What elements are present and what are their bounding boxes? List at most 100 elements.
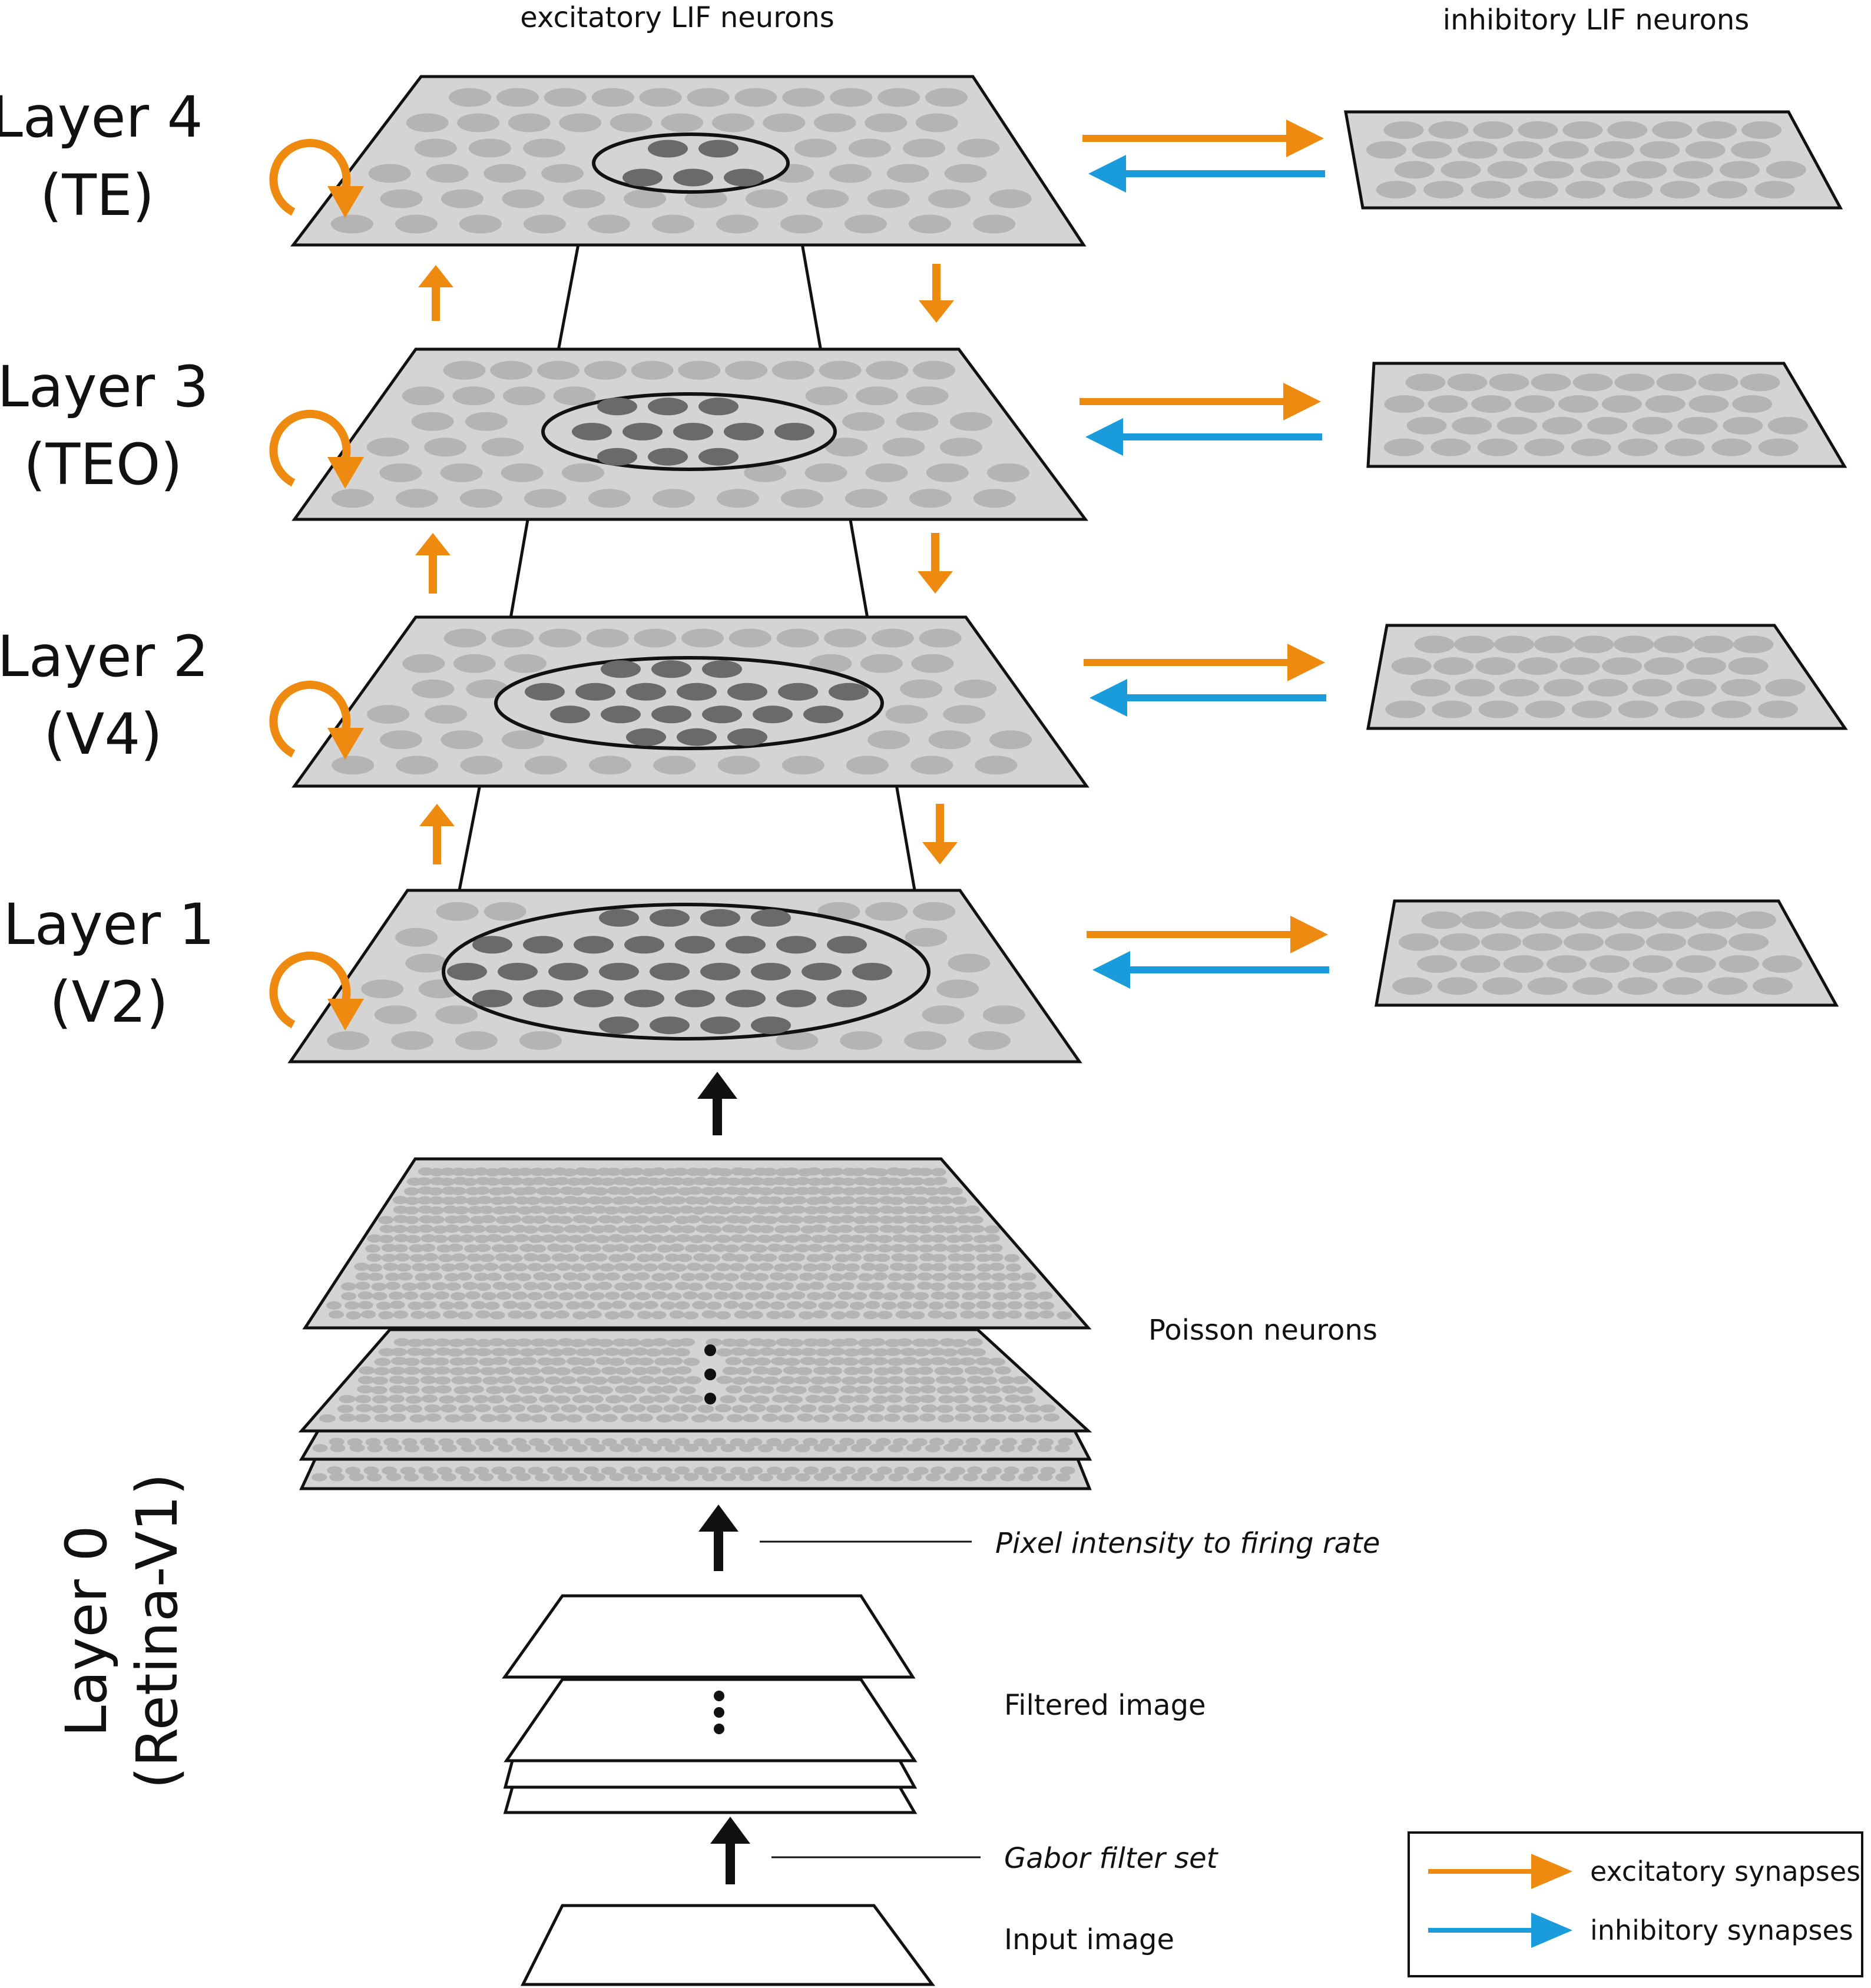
poisson-neuron — [796, 1283, 812, 1291]
input-to-filtered-arrow — [710, 1817, 750, 1884]
neuron — [396, 756, 439, 775]
poisson-neuron — [872, 1272, 888, 1281]
poisson-neuron — [1039, 1301, 1055, 1310]
poisson-neuron — [504, 1347, 521, 1356]
neuron — [584, 360, 627, 380]
poisson-neuron — [759, 1225, 774, 1234]
poisson-neuron — [987, 1244, 1003, 1253]
poisson-neuron — [905, 1244, 920, 1253]
poisson-neuron — [973, 1414, 989, 1423]
neuron — [865, 902, 908, 921]
poisson-neuron — [892, 1234, 908, 1242]
poisson-neuron — [584, 1168, 600, 1177]
poisson-neuron — [559, 1376, 577, 1384]
poisson-neuron — [453, 1386, 471, 1394]
poisson-neuron — [779, 1206, 794, 1215]
poisson-neuron — [835, 1254, 850, 1263]
poisson-neuron — [1021, 1272, 1036, 1281]
poisson-neuron — [818, 1301, 834, 1310]
poisson-neuron — [882, 1292, 898, 1301]
poisson-neuron — [883, 1413, 900, 1422]
neuron — [745, 189, 788, 208]
active-neuron — [472, 989, 512, 1008]
poisson-neuron — [604, 1291, 620, 1300]
poisson-neuron — [815, 1348, 832, 1357]
neuron — [391, 1031, 434, 1051]
poisson-neuron — [715, 1177, 731, 1185]
poisson-neuron — [934, 1367, 951, 1376]
poisson-neuron — [974, 1311, 990, 1320]
poisson-neuron — [808, 1385, 825, 1394]
neuron — [846, 756, 889, 775]
active-neuron — [778, 682, 818, 701]
poisson-neuron — [663, 1404, 680, 1413]
poisson-neuron — [744, 1292, 760, 1300]
poisson-neuron — [646, 1443, 662, 1452]
poisson-neuron — [674, 1281, 690, 1290]
poisson-neuron — [481, 1292, 497, 1300]
inhibitory-arrowhead — [1090, 679, 1127, 717]
neuron — [986, 463, 1029, 482]
poisson-neuron — [794, 1376, 811, 1384]
poisson-neuron — [620, 1291, 636, 1300]
inhibitory-neuron — [1753, 977, 1793, 995]
poisson-neuron — [371, 1404, 388, 1413]
input-image-plane — [520, 1904, 935, 1986]
poisson-neuron — [578, 1357, 595, 1366]
poisson-neuron — [612, 1404, 628, 1413]
poisson-neuron — [614, 1367, 631, 1375]
poisson-neuron — [754, 1206, 770, 1215]
poisson-neuron — [420, 1376, 437, 1384]
poisson-neuron — [937, 1196, 953, 1205]
poisson-neuron — [806, 1167, 822, 1176]
active-neuron — [751, 1016, 791, 1035]
layer3-inhibitory-plane — [1366, 362, 1847, 468]
poisson-neuron — [716, 1263, 731, 1271]
poisson-neuron — [803, 1437, 819, 1446]
poisson-neuron — [888, 1273, 903, 1281]
poisson-neuron — [545, 1376, 562, 1385]
neuron — [928, 730, 971, 750]
neuron — [989, 189, 1032, 208]
neuron — [468, 138, 511, 158]
active-neuron — [677, 682, 717, 701]
poisson-neuron — [531, 1414, 548, 1423]
poisson-neuron — [723, 1300, 739, 1309]
poisson-neuron — [766, 1438, 782, 1446]
active-neuron — [753, 705, 793, 724]
poisson-to-layer1-arrow-head — [697, 1072, 737, 1099]
inhibitory-neuron — [1562, 121, 1603, 139]
poisson-neuron — [385, 1273, 400, 1281]
neuron — [871, 628, 914, 648]
poisson-neuron — [441, 1473, 456, 1482]
poisson-neuron — [554, 1395, 571, 1404]
poisson-neuron — [771, 1394, 789, 1403]
neuron — [840, 1031, 883, 1051]
poisson-neuron — [968, 1215, 983, 1224]
poisson-neuron — [547, 1243, 562, 1252]
poisson-neuron — [747, 1437, 763, 1446]
poisson-neuron — [567, 1205, 582, 1214]
excitatory-arrowhead — [1290, 916, 1328, 953]
poisson-neuron — [638, 1438, 654, 1446]
poisson-neuron — [340, 1282, 356, 1291]
poisson-neuron — [549, 1197, 565, 1205]
poisson-neuron — [1017, 1444, 1033, 1453]
poisson-neuron — [1043, 1413, 1060, 1422]
poisson-neuron — [976, 1301, 991, 1309]
poisson-neuron — [853, 1186, 868, 1195]
poisson-neuron — [900, 1291, 916, 1300]
poisson-neuron — [813, 1272, 829, 1281]
poisson-neuron — [434, 1376, 451, 1385]
inhibitory-neuron — [1471, 181, 1511, 199]
poisson-neuron — [483, 1263, 499, 1271]
poisson-neuron — [504, 1272, 519, 1281]
poisson-neuron — [856, 1282, 872, 1291]
poisson-neuron — [592, 1253, 608, 1262]
poisson-neuron — [856, 1347, 873, 1356]
poisson-neuron — [674, 1437, 690, 1446]
poisson-neuron — [762, 1215, 778, 1224]
neuron — [435, 1005, 478, 1025]
poisson-neuron — [658, 1177, 674, 1186]
poisson-neuron — [542, 1338, 559, 1347]
